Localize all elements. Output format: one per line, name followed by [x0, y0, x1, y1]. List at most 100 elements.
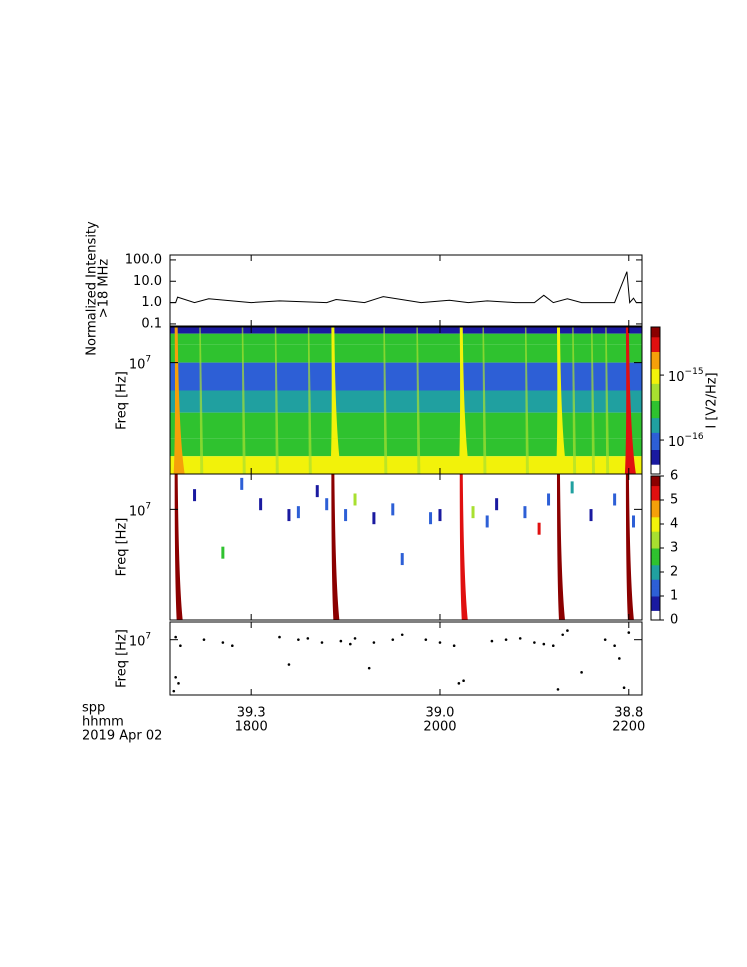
- y-tick-label: 0.1: [141, 316, 162, 331]
- colorbar-tick-label: 3: [670, 541, 678, 556]
- colorbar-cell: [651, 344, 660, 348]
- tick-label: 107: [129, 501, 151, 519]
- spectrum-band: [170, 333, 642, 345]
- distance-label: 39.3: [237, 706, 266, 721]
- colorbar-cell: [651, 422, 660, 426]
- colorbar-cell: [651, 412, 660, 416]
- spectrum-band: [170, 362, 642, 391]
- dot: [457, 682, 461, 685]
- colorbar-cell: [651, 562, 660, 566]
- event-block: [296, 506, 300, 519]
- colorbar-cell: [651, 550, 660, 554]
- dot: [518, 637, 522, 640]
- event-block: [547, 493, 551, 506]
- colorbar-cell: [651, 444, 660, 448]
- colorbar-cell: [651, 600, 660, 604]
- dot: [174, 675, 177, 679]
- colorbar-cell: [651, 598, 660, 602]
- dot: [438, 641, 442, 644]
- dot: [504, 638, 508, 641]
- colorbar-cell: [651, 361, 660, 365]
- colorbar-cell: [651, 516, 660, 520]
- colorbar-cell: [651, 388, 660, 392]
- event-block: [287, 509, 291, 522]
- colorbar-cell: [651, 410, 660, 414]
- colorbar-cell: [651, 576, 660, 580]
- colorbar-cell: [651, 442, 660, 446]
- colorbar-cell: [651, 427, 660, 431]
- colorbar-cell: [651, 371, 660, 375]
- colorbar-cell: [651, 567, 660, 571]
- colorbar-cell: [651, 353, 660, 357]
- colorbar-cell: [651, 574, 660, 578]
- dot: [622, 686, 626, 690]
- colorbar-cell: [651, 466, 660, 470]
- dot: [462, 679, 465, 683]
- colorbar-cell: [651, 341, 660, 345]
- colorbar-cell: [651, 524, 660, 527]
- dot: [603, 638, 607, 641]
- faint-streak: [241, 327, 246, 474]
- row-label: 2019 Apr 02: [82, 729, 162, 744]
- colorbar-cell: [651, 502, 660, 506]
- colorbar-cell: [651, 429, 660, 433]
- dot: [490, 639, 494, 643]
- event-block: [570, 481, 574, 494]
- event-block: [221, 546, 225, 559]
- colorbar-cell: [651, 497, 660, 501]
- panel-frame: [169, 621, 643, 696]
- dot: [278, 635, 281, 639]
- dot: [627, 631, 631, 634]
- burst-track: [556, 474, 565, 620]
- colorbar-cell: [651, 368, 660, 372]
- colorbar-tick-label: 5: [670, 493, 678, 508]
- colorbar-cell: [651, 507, 660, 511]
- colorbar-cell: [651, 572, 660, 575]
- event-block: [632, 515, 636, 528]
- dot: [580, 671, 583, 674]
- colorbar-cell: [651, 579, 660, 583]
- y-tick-label: 1.0: [141, 295, 162, 310]
- faint-streak: [572, 327, 577, 474]
- faint-streak: [307, 327, 312, 474]
- event-block: [344, 509, 348, 522]
- spectrum-band: [170, 412, 642, 439]
- colorbar-cell: [651, 395, 660, 399]
- y-axis-label: >18 MHz: [97, 259, 112, 319]
- dot: [297, 638, 300, 641]
- event-block: [471, 506, 475, 519]
- colorbar-cell: [651, 327, 660, 330]
- spectrum-band: [170, 438, 642, 457]
- colorbar-cell: [651, 480, 660, 484]
- colorbar-cell: [651, 560, 660, 563]
- colorbar-cell: [651, 449, 660, 453]
- colorbar-cell: [651, 378, 660, 382]
- colorbar-cell: [651, 564, 660, 568]
- colorbar-cell: [651, 514, 660, 518]
- colorbar-cell: [651, 521, 660, 525]
- dot: [618, 657, 621, 660]
- dot: [556, 688, 560, 691]
- colorbar-cell: [651, 356, 660, 360]
- colorbar-frame: [650, 326, 661, 475]
- dot: [306, 637, 310, 640]
- colorbar-cell: [651, 346, 660, 350]
- colorbar-cell: [651, 591, 660, 595]
- colorbar-cell: [651, 390, 660, 394]
- colorbar-cell: [651, 400, 660, 404]
- dot: [613, 644, 616, 648]
- event-block: [438, 509, 442, 522]
- colorbar-cell: [651, 402, 660, 406]
- dot: [339, 639, 343, 643]
- colorbar-cell: [651, 405, 660, 409]
- colorbar-cell: [651, 407, 660, 411]
- event-block: [495, 498, 499, 511]
- event-block: [259, 498, 263, 511]
- tick-label: 107: [129, 354, 151, 372]
- colorbar-cell: [651, 329, 660, 333]
- event-block: [240, 477, 244, 490]
- colorbar-cell: [651, 533, 660, 537]
- event-block: [485, 515, 489, 528]
- event-block: [193, 489, 197, 502]
- burst: [555, 327, 567, 474]
